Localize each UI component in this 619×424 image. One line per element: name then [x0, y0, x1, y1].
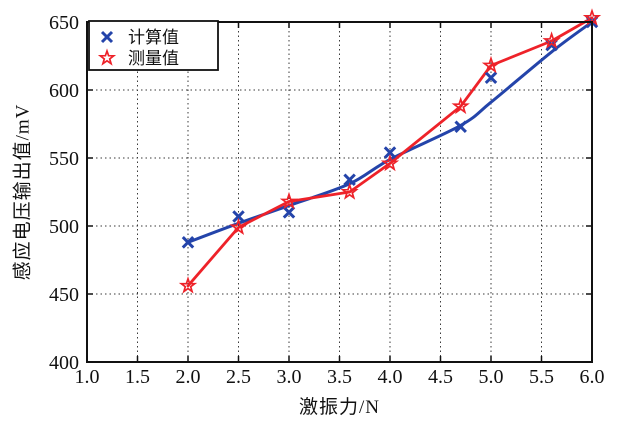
x-tick-label: 1.0 [75, 366, 100, 388]
y-tick-label: 500 [49, 216, 79, 238]
tick-labels: 1.0 1.5 2.0 2.5 3.0 3.5 4.0 4.5 5.0 5.5 6.0 400 450 5… [49, 12, 605, 388]
star-marker-icons [178, 8, 602, 294]
y-tick-label: 550 [49, 148, 79, 170]
x-axis-title: 激振力/N [298, 397, 380, 418]
x-marker-icons [181, 15, 599, 249]
x-tick-label: 5.5 [529, 366, 554, 388]
y-tick-label: 400 [49, 352, 79, 374]
x-tick-label: 3.0 [277, 366, 302, 388]
grid-layer [87, 22, 592, 362]
x-tick-label: 1.5 [125, 366, 150, 388]
x-tick-label: 3.5 [327, 366, 352, 388]
y-tick-label: 650 [49, 12, 79, 34]
series-layer [178, 8, 602, 294]
legend-x-marker-icon [100, 30, 114, 44]
x-tick-label: 6.0 [580, 366, 605, 388]
legend-label-calculated: 计算值 [128, 28, 179, 47]
x-tick-label: 4.5 [428, 366, 453, 388]
legend-box [88, 20, 219, 71]
y-axis-title: 感应电压输出值/mV [12, 103, 34, 281]
measured-line [186, 16, 594, 288]
calculated-fit-line [186, 20, 594, 244]
y-tick-label: 600 [49, 80, 79, 102]
y-tick-label: 450 [49, 284, 79, 306]
axis-frame [86, 21, 593, 363]
x-tick-label: 5.0 [479, 366, 504, 388]
legend-star-marker-icon [97, 48, 117, 66]
x-tick-label: 4.0 [378, 366, 403, 388]
x-tick-label: 2.0 [176, 366, 201, 388]
x-tick-label: 2.5 [226, 366, 251, 388]
legend-label-measured: 测量值 [128, 49, 179, 68]
